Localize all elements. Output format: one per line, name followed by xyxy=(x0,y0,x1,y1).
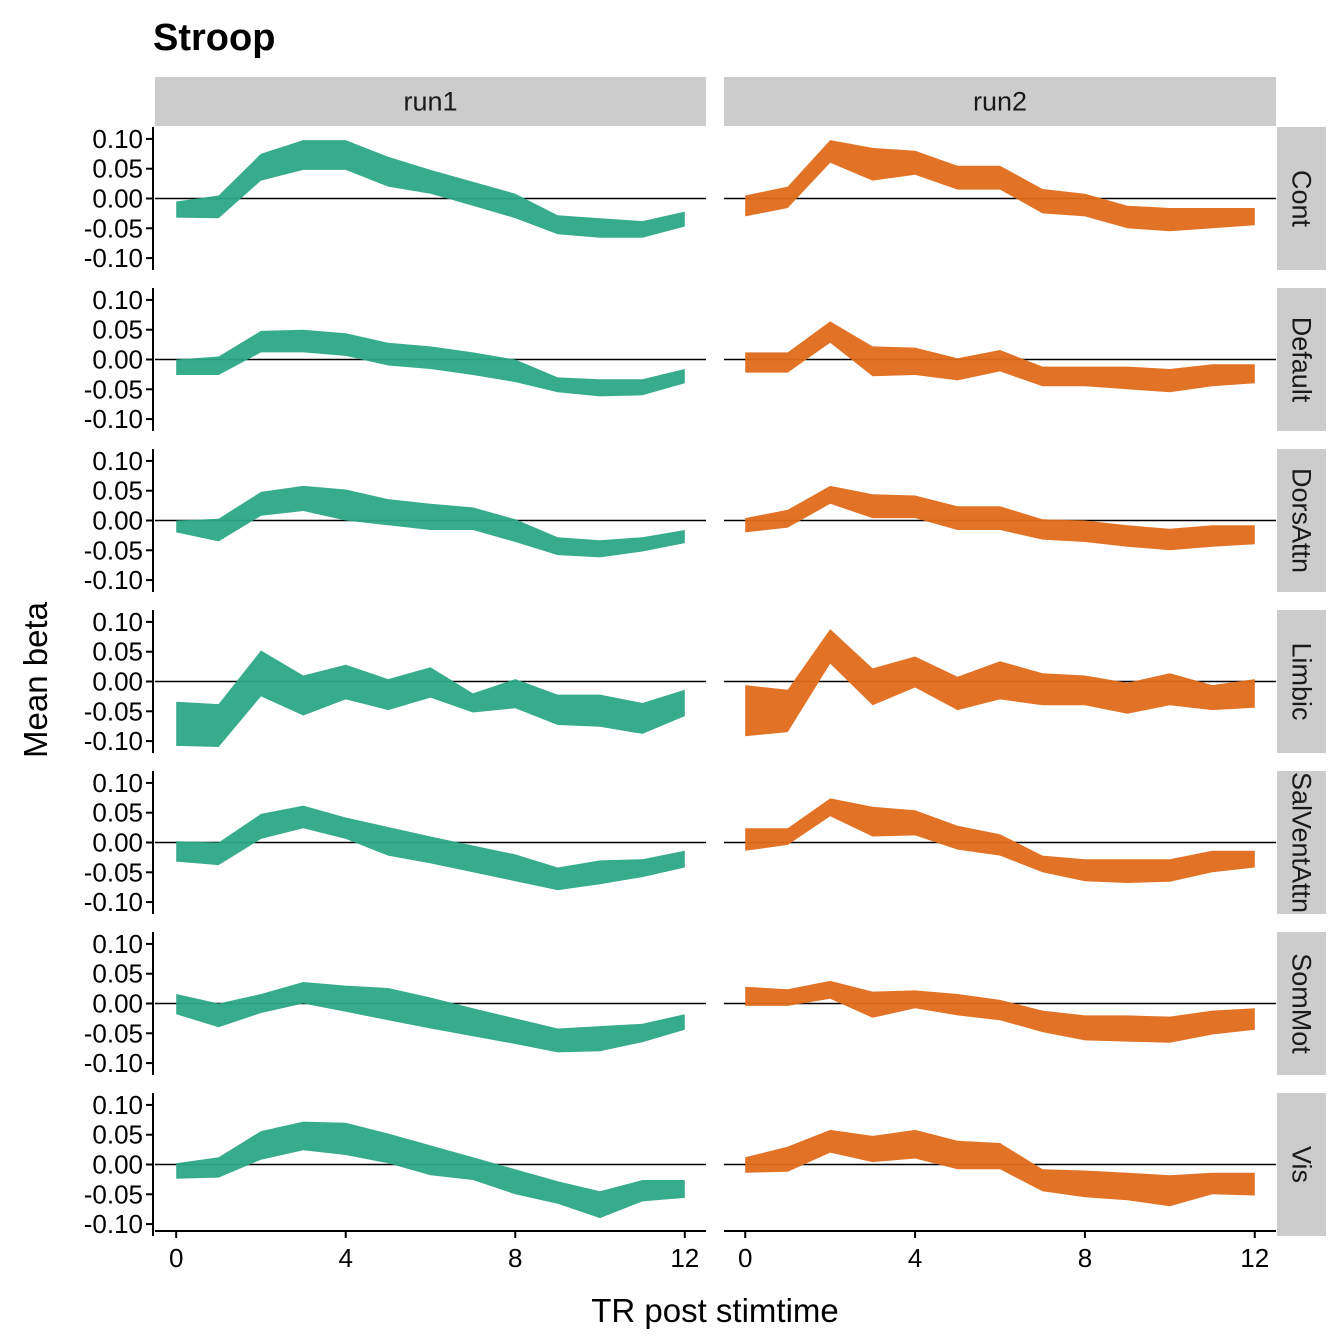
ribbon-cont-run2 xyxy=(745,140,1255,232)
strip-run1 xyxy=(155,77,706,126)
y-tick-label: 0.00 xyxy=(92,506,143,536)
strip-cont xyxy=(1277,127,1326,270)
y-tick-label: -0.10 xyxy=(84,404,143,434)
x-axis-title: TR post stimtime xyxy=(591,1292,839,1329)
y-tick-label: -0.10 xyxy=(84,887,143,917)
y-tick-label: -0.10 xyxy=(84,565,143,595)
ribbon-salventattn-run1 xyxy=(176,805,685,891)
y-tick-label: -0.10 xyxy=(84,243,143,273)
strip-label-cont: Cont xyxy=(1287,170,1317,228)
y-tick-label: -0.05 xyxy=(84,535,143,565)
y-tick-label: 0.10 xyxy=(92,124,143,154)
y-tick-label: 0.10 xyxy=(92,285,143,315)
y-tick-label: 0.10 xyxy=(92,929,143,959)
ribbon-sommot-run2 xyxy=(745,980,1255,1043)
y-tick-label: 0.00 xyxy=(92,184,143,214)
y-tick-label: 0.10 xyxy=(92,607,143,637)
x-tick-label: 4 xyxy=(338,1243,352,1273)
strip-label-run2: run2 xyxy=(973,87,1027,117)
strip-label-salventattn: SalVentAttn xyxy=(1287,772,1317,913)
ribbon-cont-run1 xyxy=(176,140,685,238)
y-tick-label: 0.00 xyxy=(92,345,143,375)
y-tick-label: -0.05 xyxy=(84,374,143,404)
y-tick-label: 0.00 xyxy=(92,828,143,858)
y-tick-label: -0.05 xyxy=(84,1179,143,1209)
strip-label-run1: run1 xyxy=(403,87,457,117)
strip-label-dorsattn: DorsAttn xyxy=(1287,468,1317,573)
y-axis-title: Mean beta xyxy=(17,601,54,758)
facet-grid: run1 run2 Cont Default DorsAttn Limbic SalVent… xyxy=(84,77,1326,1273)
y-tick-label: -0.05 xyxy=(84,213,143,243)
x-tick-label: 4 xyxy=(908,1243,922,1273)
ribbon-sommot-run1 xyxy=(176,982,685,1053)
y-tick-label: 0.05 xyxy=(92,798,143,828)
y-tick-label: 0.10 xyxy=(92,446,143,476)
ribbon-dorsattn-run2 xyxy=(745,485,1255,551)
y-tick-label: -0.05 xyxy=(84,696,143,726)
y-tick-label: 0.05 xyxy=(92,476,143,506)
x-tick-label: 8 xyxy=(1078,1243,1092,1273)
y-tick-label: 0.05 xyxy=(92,959,143,989)
y-tick-label: -0.10 xyxy=(84,1209,143,1239)
strip-limbic xyxy=(1277,610,1326,753)
ribbon-vis-run1 xyxy=(176,1121,685,1219)
y-tick-label: 0.05 xyxy=(92,1120,143,1150)
chart-title: Stroop xyxy=(153,17,275,59)
x-tick-label: 0 xyxy=(169,1243,183,1273)
strip-label-sommot: SomMot xyxy=(1287,953,1317,1054)
ribbon-limbic-run1 xyxy=(176,650,685,747)
ribbon-default-run2 xyxy=(745,321,1255,393)
y-tick-label: 0.05 xyxy=(92,315,143,345)
strip-label-limbic: Limbic xyxy=(1287,642,1317,720)
y-tick-label: -0.05 xyxy=(84,1018,143,1048)
x-tick-label: 12 xyxy=(670,1243,699,1273)
y-tick-label: 0.05 xyxy=(92,154,143,184)
strip-dorsattn xyxy=(1277,449,1326,592)
y-tick-label: -0.10 xyxy=(84,726,143,756)
ribbon-limbic-run2 xyxy=(745,629,1255,737)
x-tick-label: 0 xyxy=(738,1243,752,1273)
y-tick-label: 0.10 xyxy=(92,768,143,798)
ribbon-default-run1 xyxy=(176,329,685,397)
y-tick-label: 0.05 xyxy=(92,637,143,667)
strip-label-vis: Vis xyxy=(1287,1146,1317,1183)
ribbon-dorsattn-run1 xyxy=(176,485,685,558)
x-tick-label: 12 xyxy=(1240,1243,1269,1273)
strip-salventattn xyxy=(1277,771,1326,914)
strip-run2 xyxy=(724,77,1276,126)
y-tick-label: 0.00 xyxy=(92,1150,143,1180)
strip-sommot xyxy=(1277,932,1326,1075)
y-tick-label: 0.00 xyxy=(92,667,143,697)
y-tick-label: -0.05 xyxy=(84,857,143,887)
ribbon-vis-run2 xyxy=(745,1129,1255,1207)
y-tick-label: 0.00 xyxy=(92,989,143,1019)
strip-default xyxy=(1277,288,1326,431)
y-tick-label: -0.10 xyxy=(84,1048,143,1078)
y-tick-label: 0.10 xyxy=(92,1090,143,1120)
x-tick-label: 8 xyxy=(508,1243,522,1273)
ribbon-salventattn-run2 xyxy=(745,798,1255,883)
strip-vis xyxy=(1277,1093,1326,1236)
strip-label-default: Default xyxy=(1287,317,1317,403)
